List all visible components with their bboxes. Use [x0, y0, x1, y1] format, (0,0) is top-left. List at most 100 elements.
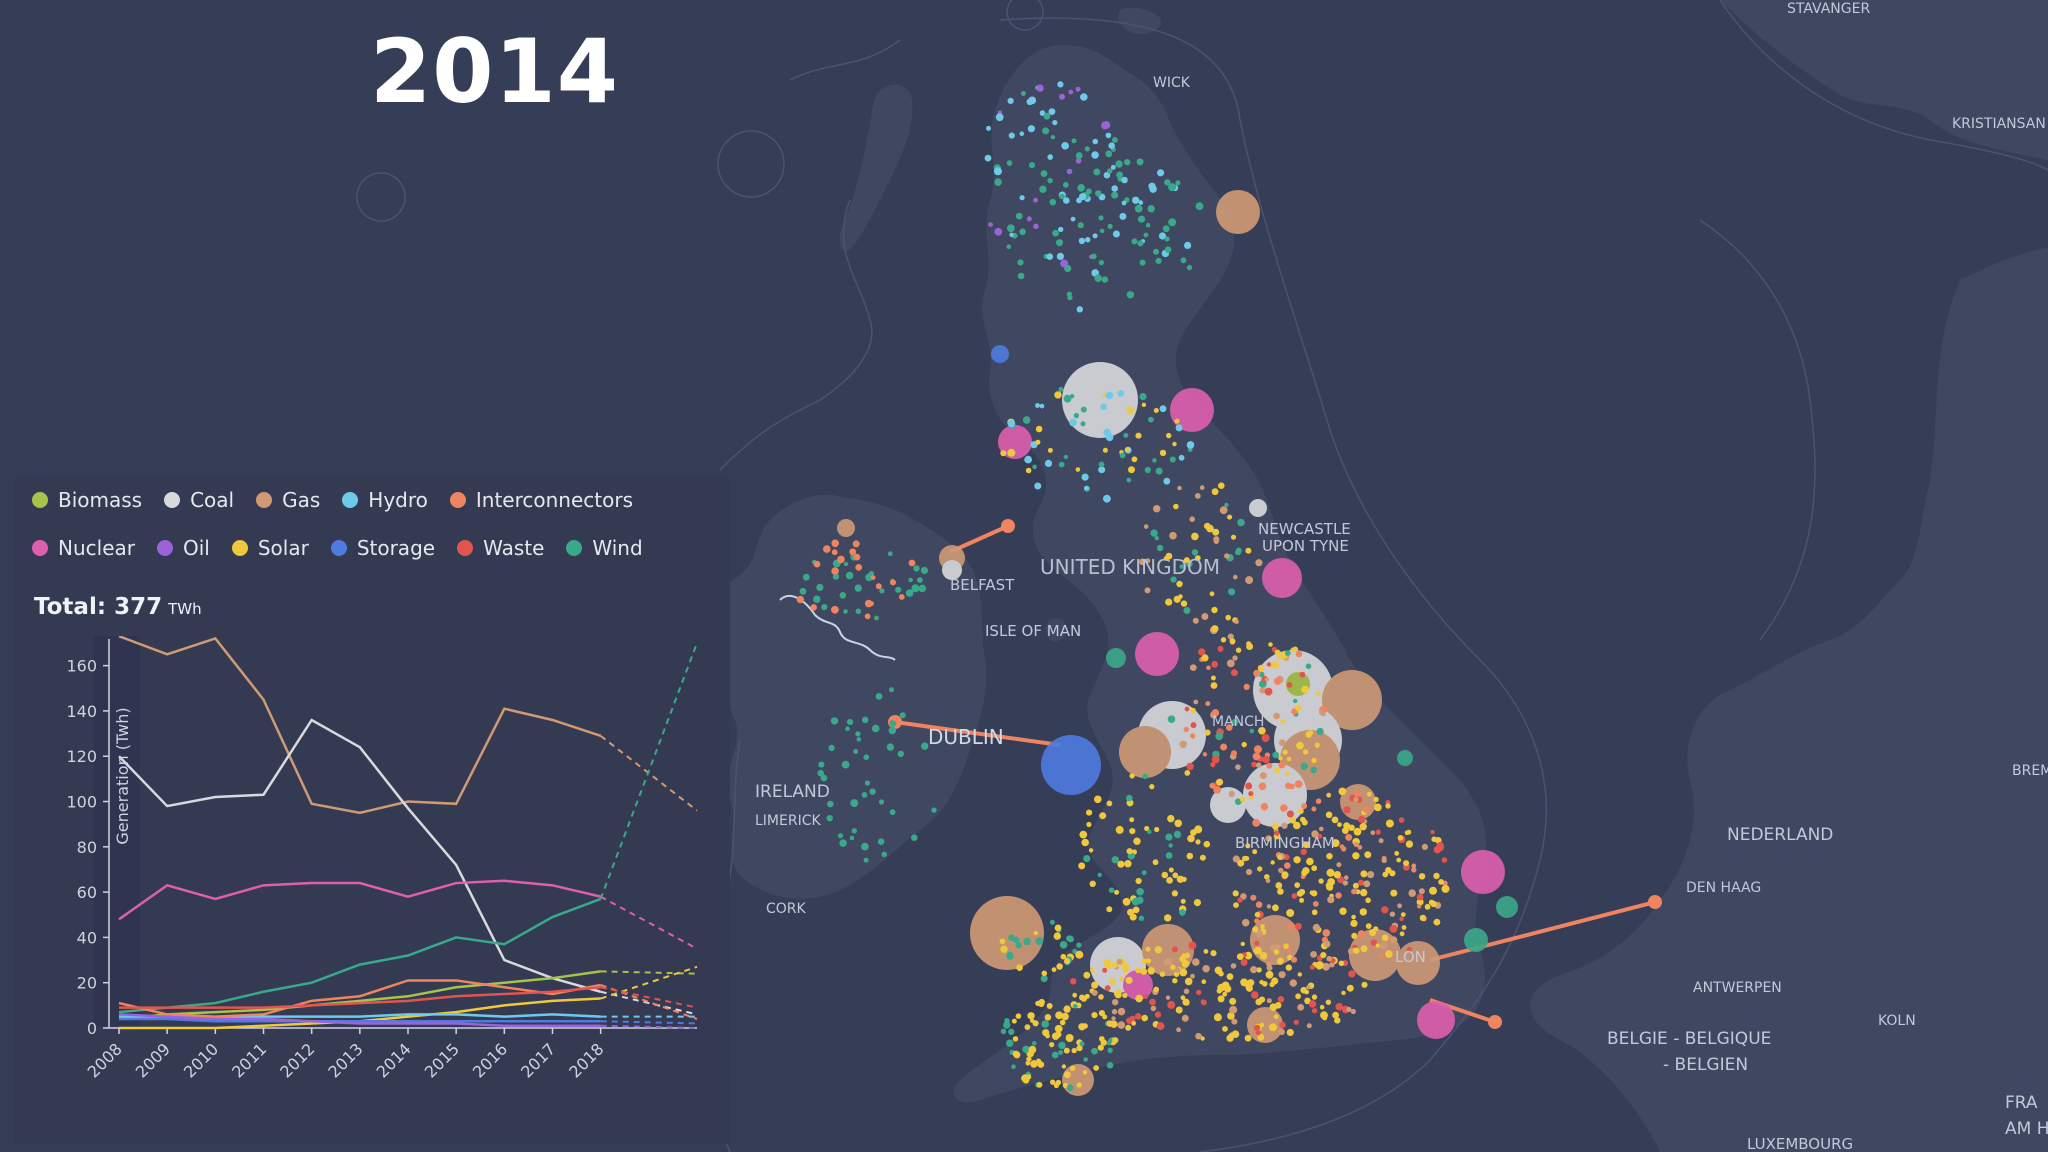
land-orkney — [1118, 7, 1161, 35]
generator-dot — [863, 857, 869, 863]
generator-dot — [1199, 854, 1206, 861]
generator-dot — [1176, 580, 1183, 588]
station-nuclear-dungeness[interactable] — [1417, 1001, 1455, 1039]
generator-dot — [1289, 817, 1296, 824]
station-nuclear-hartlepool[interactable] — [1262, 558, 1302, 598]
generator-dot — [1212, 528, 1220, 536]
station-gas-coolkeeragh[interactable] — [837, 519, 855, 537]
station-coal-lynemouth[interactable] — [1249, 499, 1267, 517]
series-line-gas — [118, 636, 602, 815]
station-nuclear-sizewell[interactable] — [1461, 850, 1505, 894]
generator-dot — [1123, 432, 1129, 438]
generator-dot — [1040, 975, 1048, 983]
station-gas-peterhead[interactable] — [1216, 190, 1260, 234]
station-gas-london[interactable] — [1349, 929, 1401, 981]
generator-dot — [802, 573, 810, 581]
generator-dot — [1399, 916, 1404, 922]
station-gas-pembroke[interactable] — [970, 896, 1044, 970]
generator-dot — [1165, 598, 1173, 606]
generator-dot — [1241, 741, 1247, 748]
generator-dot — [1418, 888, 1425, 895]
generator-dot — [1211, 488, 1219, 496]
generator-dot — [1379, 954, 1384, 959]
station-coal-rugeley[interactable] — [1210, 787, 1246, 823]
label-stavanger: STAVANGER — [1787, 1, 1870, 17]
generator-dot — [1370, 830, 1376, 835]
legend-item-solar[interactable]: Solar — [231, 536, 309, 560]
generator-dot — [1424, 903, 1431, 910]
generator-dot — [1047, 177, 1053, 184]
generator-dot — [1034, 482, 1042, 490]
legend-item-coal[interactable]: Coal — [164, 488, 234, 512]
generator-dot — [1122, 963, 1130, 972]
generator-dot — [1066, 291, 1072, 297]
station-wind-offshore-1[interactable] — [1496, 896, 1518, 918]
generator-dot — [1063, 1071, 1071, 1079]
station-nuclear-torness[interactable] — [1170, 388, 1214, 432]
legend-item-hydro[interactable]: Hydro — [342, 488, 428, 512]
legend-item-storage[interactable]: Storage — [330, 536, 435, 560]
legend-item-oil[interactable]: Oil — [156, 536, 210, 560]
legend-item-biomass[interactable]: Biomass — [32, 488, 142, 512]
x-tick-label: 2010 — [180, 1039, 222, 1081]
legend-item-waste[interactable]: Waste — [457, 536, 544, 560]
generator-dot — [1101, 121, 1110, 130]
generator-dot — [1254, 918, 1260, 924]
generator-dot — [1366, 791, 1372, 797]
station-gas-southampton[interactable] — [1247, 1007, 1283, 1043]
station-gas-keadby[interactable] — [1322, 670, 1382, 730]
station-gas-grain[interactable] — [1396, 941, 1440, 985]
generator-dot — [1305, 731, 1312, 738]
station-gas-plymouth[interactable] — [1062, 1064, 1094, 1096]
station-storage-dinorwig[interactable] — [1041, 735, 1101, 795]
generator-dot — [1102, 392, 1107, 398]
generator-dot — [1246, 985, 1253, 992]
generator-dot — [1281, 871, 1289, 879]
generator-dot — [1201, 613, 1209, 620]
legend-item-interconnectors[interactable]: Interconnectors — [449, 488, 633, 512]
generator-dot — [1121, 200, 1127, 206]
generator-dot — [1385, 950, 1393, 958]
generator-dot — [1264, 677, 1270, 682]
generator-dot — [1245, 576, 1254, 585]
generator-dot — [1012, 1050, 1020, 1058]
generator-dot — [1148, 182, 1156, 190]
generator-dot — [1078, 237, 1086, 245]
generator-dot — [1174, 819, 1182, 828]
station-gas-connahs[interactable] — [1119, 726, 1171, 778]
generator-dot — [1022, 1045, 1030, 1054]
generator-dot — [1126, 794, 1133, 802]
generator-dot — [1195, 839, 1201, 845]
generator-dot — [878, 799, 885, 805]
y-tick-label: 120 — [66, 747, 97, 766]
series-projection-wind — [599, 642, 698, 900]
generator-dot — [1430, 829, 1435, 835]
station-nuclear-heysham[interactable] — [1135, 632, 1179, 676]
station-coal-kilroot[interactable] — [942, 560, 962, 580]
generator-dot — [1063, 394, 1072, 403]
generator-dot — [1274, 767, 1280, 774]
station-coal-longannet[interactable] — [1062, 362, 1138, 438]
land-hebrides — [839, 84, 913, 251]
generator-dot — [1184, 706, 1190, 712]
station-wind-offshore-4[interactable] — [1397, 750, 1413, 766]
generator-dot — [875, 693, 883, 700]
legend-dot-icon — [330, 540, 347, 556]
legend-item-wind[interactable]: Wind — [566, 536, 643, 560]
station-wind-offshore-2[interactable] — [1464, 928, 1488, 952]
station-nuclear-hunterston[interactable] — [998, 425, 1032, 459]
generator-dot — [1091, 1012, 1098, 1019]
generator-dot — [1040, 170, 1048, 178]
generator-dot — [1222, 1026, 1228, 1032]
legend-item-gas[interactable]: Gas — [256, 488, 320, 512]
generator-dot — [1358, 879, 1365, 886]
generator-dot — [905, 589, 914, 597]
generator-dot — [1105, 150, 1113, 158]
station-storage-cruachan[interactable] — [991, 345, 1009, 363]
station-gas-severn[interactable] — [1142, 924, 1194, 976]
generator-dot — [1375, 829, 1381, 835]
station-wind-offshore-3[interactable] — [1106, 648, 1126, 668]
generator-dot — [1165, 552, 1173, 560]
generator-dot — [1190, 733, 1196, 739]
legend-item-nuclear[interactable]: Nuclear — [32, 536, 135, 560]
